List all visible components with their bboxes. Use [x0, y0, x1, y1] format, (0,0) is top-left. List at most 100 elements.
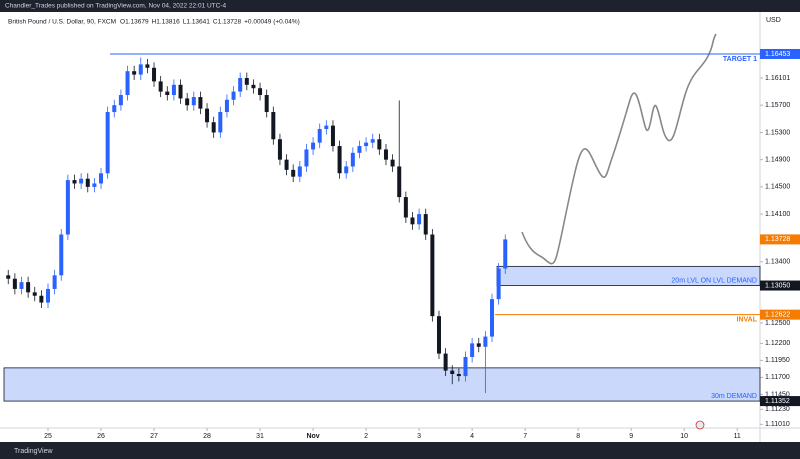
candle-body	[171, 84, 176, 96]
y-tick-label: 1.16101	[765, 75, 790, 82]
zone-label: 20m LVL ON LVL DEMAND	[671, 277, 757, 284]
x-tick-label: 9	[629, 433, 633, 440]
candle-body	[503, 239, 508, 269]
candle-body	[490, 299, 495, 337]
candle-body	[118, 95, 123, 106]
candle-body	[218, 112, 223, 133]
candle-body	[6, 275, 11, 279]
candle-body	[211, 122, 216, 133]
candle-body	[138, 64, 143, 75]
candle-body	[284, 159, 289, 170]
x-tick-label: 2	[364, 433, 368, 440]
y-tick-label: 1.14100	[765, 211, 790, 218]
candle-body	[370, 139, 375, 143]
y-tick-label: 1.14500	[765, 184, 790, 191]
price-label-bg	[760, 234, 800, 245]
x-tick-label: 11	[734, 433, 741, 440]
candle-body	[264, 95, 269, 113]
candle-body	[258, 88, 263, 96]
candle-body	[443, 353, 448, 371]
x-tick-label: 28	[203, 433, 211, 440]
candle-body	[178, 84, 183, 99]
candle-body	[423, 214, 428, 235]
candle-body	[383, 149, 388, 160]
candle-body	[403, 197, 408, 218]
candle-body	[483, 336, 488, 347]
x-tick-label: Nov	[306, 433, 319, 440]
legend: British Pound / U.S. Dollar, 90, FXCM O1.…	[8, 19, 300, 26]
candle-body	[59, 234, 64, 276]
candle-body	[390, 159, 395, 167]
candle-body	[205, 108, 210, 123]
currency: USD	[766, 17, 781, 24]
candle-body	[12, 278, 17, 289]
candle-body	[231, 91, 236, 100]
y-tick-label: 1.13400	[765, 259, 790, 266]
candle-body	[337, 146, 342, 174]
candle-body	[496, 268, 501, 300]
candle-body	[39, 295, 44, 303]
candle-body	[304, 149, 309, 167]
candle-body	[364, 142, 369, 147]
level-label: TARGET 1	[723, 56, 757, 63]
candle-body	[132, 71, 137, 75]
candle-body	[330, 125, 335, 147]
projection-path	[521, 33, 717, 265]
candle-body	[436, 316, 441, 354]
candle-body	[79, 178, 84, 184]
candle-body	[112, 105, 117, 113]
publisher: Chandler_Trades published on TradingView…	[5, 3, 227, 10]
candle-body	[377, 139, 382, 150]
candle-body	[52, 275, 57, 289]
y-tick-label: 1.11450	[765, 391, 790, 398]
legend-value: C1.13728	[213, 19, 242, 26]
candle-body	[456, 373, 461, 377]
header-bar	[0, 0, 800, 12]
candle-body	[46, 288, 51, 303]
candle-body	[463, 356, 468, 377]
x-tick-label: 3	[417, 433, 421, 440]
footer-bar	[0, 442, 800, 459]
candle-body	[26, 282, 31, 293]
candle-body	[152, 67, 157, 82]
last-price-label: 1.13728	[765, 236, 790, 243]
candle-body	[417, 214, 422, 225]
candle-body	[357, 146, 362, 153]
legend-value: L1.13641	[183, 19, 210, 26]
level-label: INVAL	[737, 317, 758, 324]
demand-zone	[3, 367, 761, 402]
candle-body	[397, 166, 402, 198]
candle-body	[244, 78, 249, 85]
x-tick-label: 10	[680, 433, 688, 440]
x-tick-label: 26	[97, 433, 105, 440]
legend-value: O1.13679	[120, 19, 149, 26]
x-tick-label: 27	[150, 433, 158, 440]
candle-body	[185, 98, 190, 106]
candle-body	[277, 139, 282, 160]
y-tick-label: 1.11950	[765, 357, 790, 364]
legend-value: +0.00049 (+0.04%)	[244, 19, 300, 26]
candle-body	[145, 64, 150, 68]
y-tick-label: 1.12500	[765, 320, 790, 327]
y-tick-label: 1.11010	[765, 421, 790, 428]
flag-icon	[695, 420, 705, 430]
x-tick-label: 25	[44, 433, 52, 440]
y-tick-label: 1.11230	[765, 406, 790, 413]
candle-body	[99, 173, 104, 184]
price-label-bg	[760, 280, 800, 291]
y-tick-label: 1.12200	[765, 340, 790, 347]
candle-body	[72, 180, 77, 184]
price-label-bg	[760, 309, 800, 320]
candle-body	[350, 152, 355, 167]
candle-body	[476, 343, 481, 347]
candle-body	[158, 81, 163, 92]
price-label: 1.11352	[765, 398, 790, 405]
zone-label: 30m DEMAND	[711, 393, 757, 400]
legend-symbol: British Pound / U.S. Dollar, 90, FXCM	[8, 19, 116, 26]
candle-body	[450, 370, 455, 374]
candle-body	[311, 142, 316, 150]
y-tick-label: 1.11700	[765, 374, 790, 381]
candle-body	[251, 84, 256, 89]
candle-body	[291, 169, 296, 177]
